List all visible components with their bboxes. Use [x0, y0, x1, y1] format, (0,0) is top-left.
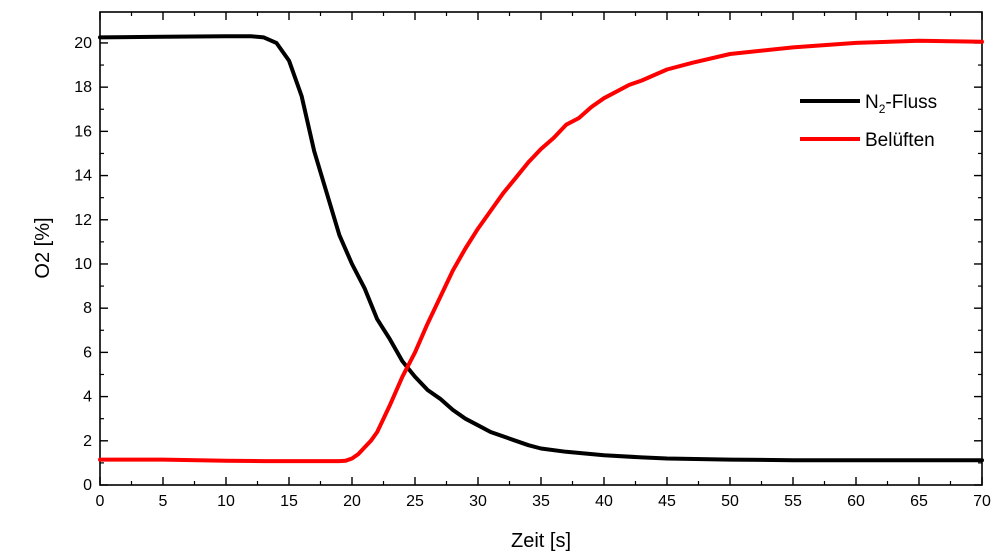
y-tick-label: 20	[74, 35, 92, 52]
x-tick-label: 70	[973, 493, 991, 510]
y-tick-label: 8	[83, 300, 92, 317]
x-tick-label: 25	[406, 493, 424, 510]
series-layer	[98, 34, 984, 464]
y-tick-label: 14	[74, 168, 92, 185]
y-tick-label: 18	[74, 79, 92, 96]
x-tick-label: 30	[469, 493, 487, 510]
x-axis: 0 5 10 15 20 25 30 35 40 45 50 55 60 65 70	[96, 12, 991, 510]
y-axis-title: O2 [%]	[32, 217, 54, 278]
legend-label-n2-fluss: N2-Fluss	[865, 92, 937, 116]
plot-frame	[99, 11, 983, 486]
y-tick-label: 16	[74, 123, 92, 140]
y-axis: 0 2 4 6 8 10 12 14 16 18 20	[74, 35, 982, 494]
x-tick-label: 20	[343, 493, 361, 510]
x-tick-label: 40	[595, 493, 613, 510]
y-tick-label: 6	[83, 344, 92, 361]
x-tick-label: 15	[280, 493, 298, 510]
y-tick-label: 0	[83, 477, 92, 494]
series-line-belueften	[98, 38, 984, 464]
x-tick-label: 60	[847, 493, 865, 510]
y-tick-label: 12	[74, 212, 92, 229]
y-tick-label: 10	[74, 256, 92, 273]
x-tick-label: 5	[159, 493, 168, 510]
x-tick-label: 55	[784, 493, 802, 510]
x-tick-label: 45	[658, 493, 676, 510]
legend-label-belueften: Belüften	[865, 130, 935, 151]
y-tick-label: 4	[83, 389, 92, 406]
x-tick-label: 50	[721, 493, 739, 510]
x-tick-label: 0	[96, 493, 105, 510]
x-axis-title: Zeit [s]	[511, 530, 571, 552]
x-tick-label: 10	[217, 493, 235, 510]
x-tick-label: 35	[532, 493, 550, 510]
x-tick-label: 65	[910, 493, 928, 510]
series-line-n2-fluss	[98, 34, 984, 463]
legend: N2-Fluss Belüften	[800, 92, 937, 151]
y-tick-label: 2	[83, 433, 92, 450]
